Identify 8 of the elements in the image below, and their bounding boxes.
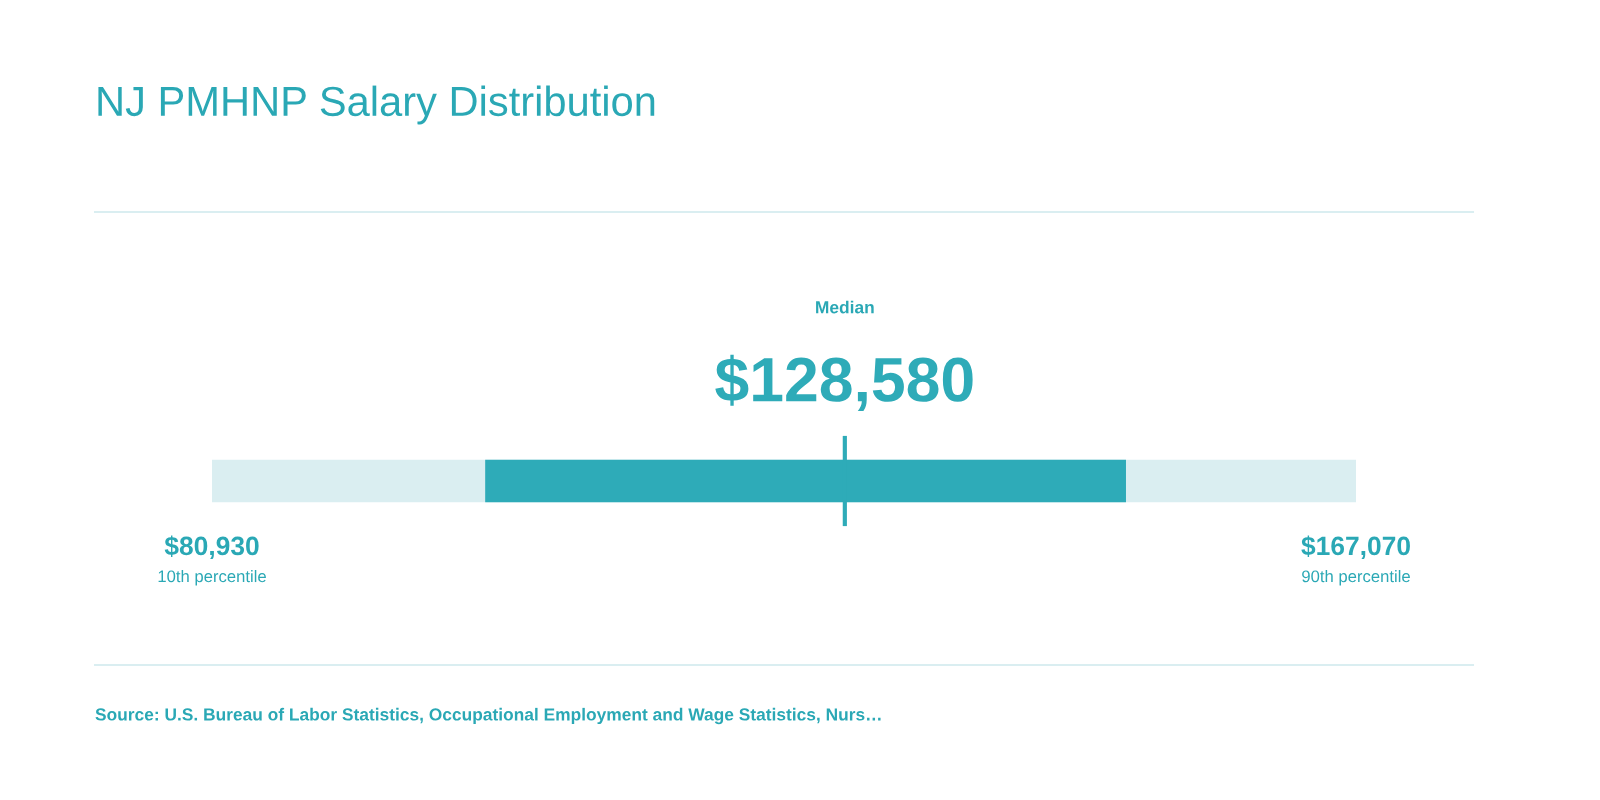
text: Median [816, 300, 874, 314]
text: 10th percentile [158, 569, 266, 586]
x-tick-label: $80,930 [164, 535, 259, 560]
ref-line-label: $128,580 [715, 354, 973, 411]
chart-title: NJ PMHNP Salary Distribution [98, 85, 655, 125]
x-tick-label: $167,070 [1301, 535, 1410, 560]
source-note: Source: U.S. Bureau of Labor Statistics, Occupational Employment and Wage Statistics, Nurs… [95, 707, 881, 725]
text: 90th percentile [1302, 569, 1410, 586]
